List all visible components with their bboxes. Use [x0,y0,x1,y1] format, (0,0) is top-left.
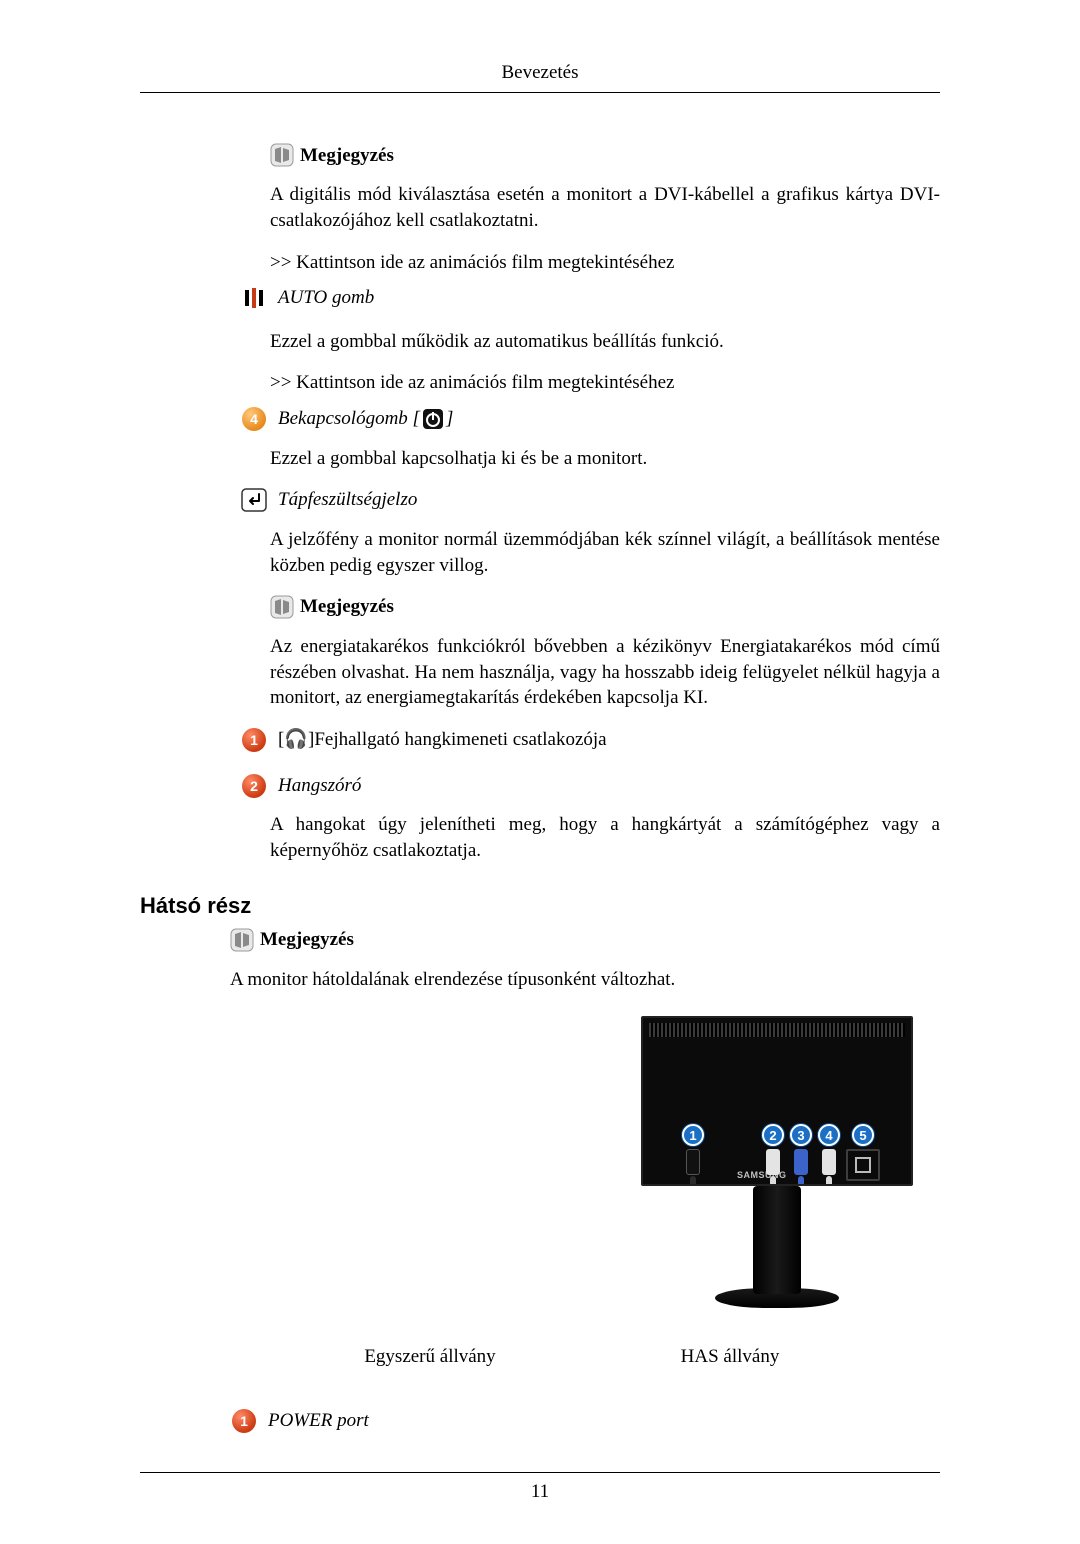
animation-link-1[interactable]: >> Kattintson ide az animációs film megt… [270,250,940,276]
power-icon [422,408,444,430]
auto-button-row: AUTO gomb [240,285,940,323]
number-1-badge: 1 [232,1409,256,1433]
figure-captions: Egyszerű állvány HAS állvány [140,1344,940,1370]
energy-paragraph: Az energiatakarékos funkciókról bővebben… [270,634,940,711]
power-button-row: 4 Bekapcsológomb [ ] [240,406,940,444]
power-title-prefix: Bekapcsológomb [ [278,406,420,432]
note-row-2: Megjegyzés [270,594,940,620]
page: Bevezetés Megjegyzés A digitális mód kiv… [0,0,1080,1544]
figure-callout-1: 1 [682,1124,704,1146]
indicator-row: Tápfeszültségjelzo [240,487,940,525]
rear-note-paragraph: A monitor hátoldalának elrendezése típus… [230,967,940,993]
monitor-rear-illustration: SAMSUNG 1 2 3 [635,1016,920,1326]
callout-2-icon: 2 [240,773,268,798]
callout-1-icon-red: 1 [230,1408,258,1433]
indicator-body: A jelzőfény a monitor normál üzemmódjába… [270,527,940,578]
animation-link-2[interactable]: >> Kattintson ide az animációs film megt… [270,370,940,396]
port-region: 1 2 3 4 [679,1124,891,1186]
number-2-badge: 2 [242,774,266,798]
digital-mode-paragraph: A digitális mód kiválasztása esetén a mo… [270,182,940,233]
page-header-title: Bevezetés [140,60,940,86]
headphone-text: ]Fejhallgató hangkimeneti csatlakozója [308,729,607,750]
note-label: Megjegyzés [260,927,354,953]
power-port-title: POWER port [268,1408,940,1434]
note-label: Megjegyzés [300,143,394,169]
note-icon [270,595,294,619]
monitor-back-panel: SAMSUNG 1 2 3 [641,1016,913,1186]
note-label: Megjegyzés [300,594,394,620]
figure-callout-3: 3 [790,1124,812,1146]
enter-icon [240,487,268,512]
headphone-label: [🎧]Fejhallgató hangkimeneti csatlakozója [278,727,940,753]
speaker-title: Hangszóró [278,773,940,799]
note-icon [230,928,254,952]
rear-figure: SAMSUNG 1 2 3 [140,1016,940,1326]
power-body: Ezzel a gombbal kapcsolhatja ki és be a … [270,446,940,472]
indicator-title: Tápfeszültségjelzo [278,487,940,513]
number-4-badge: 4 [242,407,266,431]
power-title: Bekapcsológomb [ ] [278,406,940,432]
footer-rule [140,1472,940,1473]
stand-neck [753,1186,801,1294]
auto-bars-icon [240,285,268,310]
speaker-row: 2 Hangszóró [240,773,940,811]
power-port-row: 1 POWER port [230,1408,940,1434]
page-number: 11 [140,1479,940,1505]
speaker-body: A hangokat úgy jelenítheti meg, hogy a h… [270,812,940,863]
rear-section-heading: Hátsó rész [140,891,940,921]
note-row-3: Megjegyzés [230,927,940,953]
power-title-suffix: ] [446,406,453,432]
auto-body: Ezzel a gombbal működik az automatikus b… [270,329,940,355]
figure-callout-5: 5 [852,1124,874,1146]
number-1-badge: 1 [242,728,266,752]
note-row: Megjegyzés [270,143,940,169]
caption-has-stand: HAS állvány [580,1344,940,1370]
callout-4-icon: 4 [240,406,268,431]
caption-simple-stand: Egyszerű állvány [140,1344,580,1370]
figure-callout-2: 2 [762,1124,784,1146]
headphone-icon: 🎧 [284,729,308,750]
square-port [846,1149,880,1181]
header-rule [140,92,940,93]
figure-callout-4: 4 [818,1124,840,1146]
note-icon [270,143,294,167]
callout-1-icon: 1 [240,727,268,752]
content-column: Megjegyzés A digitális mód kiválasztása … [270,143,940,276]
auto-title: AUTO gomb [278,285,940,311]
headphone-row: 1 [🎧]Fejhallgató hangkimeneti csatlakozó… [240,727,940,753]
vent-strip [649,1023,905,1037]
